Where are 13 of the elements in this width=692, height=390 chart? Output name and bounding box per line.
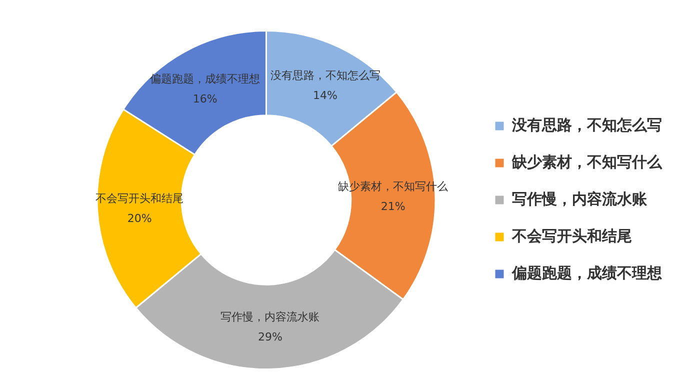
slice-label: 没有思路，不知怎么写: [270, 69, 380, 82]
data-label: 16%: [192, 92, 218, 106]
legend-label: 写作慢，内容流水账: [512, 190, 648, 208]
data-label: 20%: [127, 212, 152, 225]
legend-label: 不会写开头和结尾: [511, 226, 632, 245]
legend-label: 没有思路，不知怎么写: [511, 116, 662, 134]
legend-label: 缺少素材，不知写什么: [511, 152, 663, 171]
legend-label: 偏题跑题，成绩不理想: [511, 264, 663, 282]
data-label: 14%: [313, 89, 338, 102]
slice-label: 偏题跑题，成绩不理想: [150, 72, 260, 86]
data-label: 21%: [380, 200, 406, 213]
data-label: 29%: [258, 330, 282, 344]
slice-label: 写作慢，内容流水账: [220, 310, 320, 324]
